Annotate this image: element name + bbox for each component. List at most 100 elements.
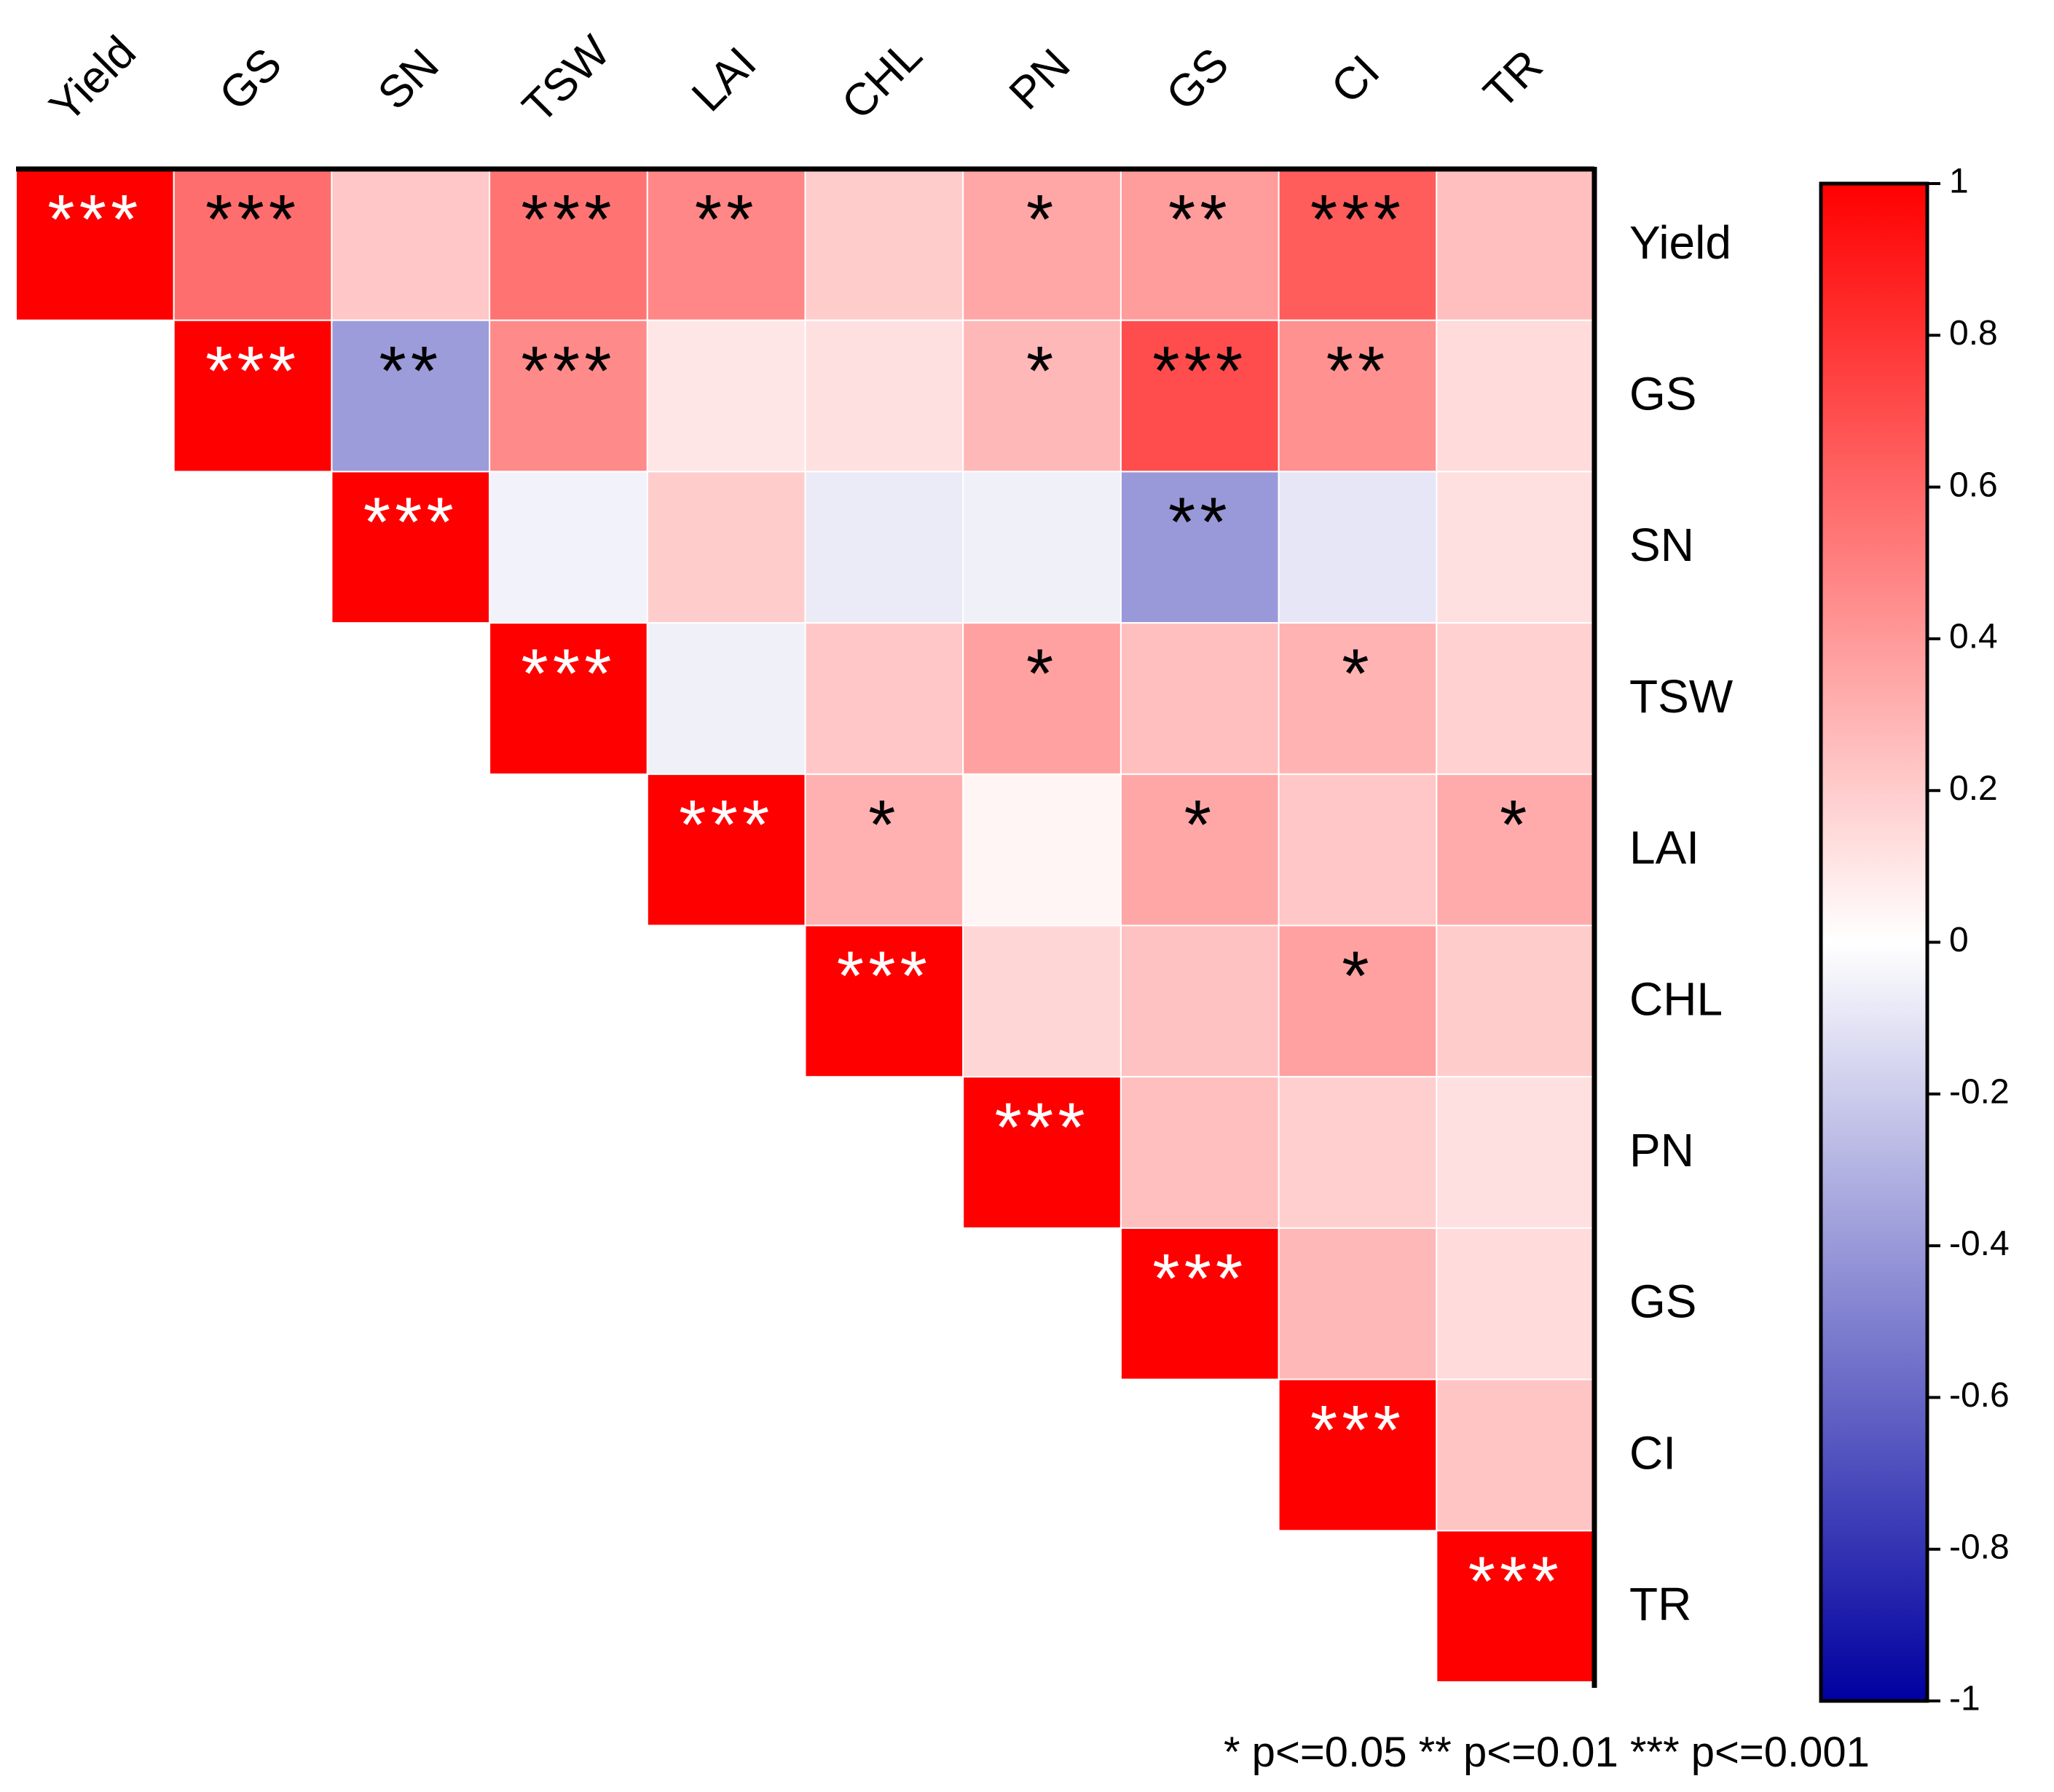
heatmap-cell-3-4 bbox=[646, 622, 806, 775]
heatmap-cell-1-4 bbox=[646, 319, 806, 473]
column-labels: Yield GS SN TSW LAI CHL PN GS CI TR bbox=[40, 26, 1552, 133]
heatmap-cell-7-7 bbox=[1120, 1227, 1280, 1380]
significance-marker-0-6: * bbox=[1026, 181, 1058, 259]
significance-marker-1-7: *** bbox=[1152, 332, 1247, 410]
heatmap-cell-4-5 bbox=[804, 773, 964, 927]
heatmap-cell-6-9 bbox=[1436, 1076, 1596, 1229]
row-label-8: CI bbox=[1629, 1426, 1676, 1479]
significance-marker-0-0: *** bbox=[47, 181, 142, 259]
heatmap-cell-0-3 bbox=[489, 168, 648, 321]
heatmap-cell-9-9 bbox=[1436, 1530, 1596, 1683]
heatmap-cell-5-5 bbox=[804, 924, 964, 1078]
heatmap-cell-0-4 bbox=[646, 168, 806, 321]
heatmap-cell-2-4 bbox=[646, 471, 806, 624]
colorbar-tick-label-4: 0.2 bbox=[1949, 769, 1998, 808]
heatmap-cell-5-6 bbox=[962, 924, 1122, 1078]
heatmap-cell-2-5 bbox=[804, 471, 964, 624]
column-label-9: TR bbox=[1474, 40, 1552, 118]
heatmap-cell-2-7 bbox=[1120, 471, 1280, 624]
heatmap-cell-5-7 bbox=[1120, 924, 1280, 1078]
heatmap-cell-0-1 bbox=[173, 168, 333, 321]
heatmap-cell-4-6 bbox=[962, 773, 1122, 927]
colorbar-tick-label-5: 0 bbox=[1949, 921, 1969, 959]
heatmap-cell-4-4 bbox=[646, 773, 806, 927]
colorbar-tick-label-8: -0.6 bbox=[1949, 1376, 2010, 1415]
colorbar-tick-label-10: -1 bbox=[1949, 1680, 1980, 1718]
significance-marker-7-7: *** bbox=[1152, 1240, 1247, 1318]
heatmap-cell-0-0 bbox=[15, 168, 175, 321]
heatmap-cell-3-5 bbox=[804, 622, 964, 775]
significance-marker-0-7: ** bbox=[1168, 181, 1232, 259]
colorbar-tick-label-2: 0.6 bbox=[1949, 465, 1998, 504]
significance-marker-6-6: *** bbox=[995, 1088, 1090, 1166]
heatmap-cell-8-9 bbox=[1436, 1378, 1596, 1532]
heatmap-cell-4-8 bbox=[1278, 773, 1438, 927]
significance-marker-2-7: ** bbox=[1168, 484, 1232, 562]
heatmap-axes bbox=[16, 166, 1597, 1688]
column-label-3: TSW bbox=[513, 26, 620, 133]
colorbar-tick-label-9: -0.8 bbox=[1949, 1528, 2010, 1566]
heatmap-cell-2-6 bbox=[962, 471, 1122, 624]
heatmap-cell-1-2 bbox=[331, 319, 491, 473]
significance-marker-4-9: * bbox=[1500, 786, 1531, 864]
heatmap-cell-0-2 bbox=[331, 168, 491, 321]
row-label-9: TR bbox=[1629, 1578, 1691, 1630]
heatmap-cell-1-5 bbox=[804, 319, 964, 473]
heatmap-cell-3-7 bbox=[1120, 622, 1280, 775]
heatmap-cell-3-6 bbox=[962, 622, 1122, 775]
heatmap-cell-2-3 bbox=[489, 471, 648, 624]
significance-legend: * p<=0.05 ** p<=0.01 *** p<=0.001 bbox=[1224, 1729, 1870, 1776]
colorbar-tick-label-7: -0.4 bbox=[1949, 1225, 2010, 1263]
significance-marker-0-4: ** bbox=[695, 181, 758, 259]
heatmap-cell-6-8 bbox=[1278, 1076, 1438, 1229]
heatmap-cell-7-9 bbox=[1436, 1227, 1596, 1380]
significance-marker-1-1: *** bbox=[205, 332, 300, 410]
row-label-4: LAI bbox=[1629, 822, 1699, 874]
colorbar-tick-label-3: 0.4 bbox=[1949, 618, 1998, 656]
significance-marker-1-3: *** bbox=[521, 332, 615, 410]
colorbar: 1 0.8 0.6 0.4 0.2 0 -0.2 -0.4 -0.6 -0.8 -1 bbox=[1819, 162, 2010, 1718]
significance-marker-5-8: * bbox=[1342, 938, 1373, 1015]
heatmap-cell-3-3 bbox=[489, 622, 648, 775]
row-label-1: GS bbox=[1629, 367, 1696, 420]
colorbar-tick-label-6: -0.2 bbox=[1949, 1072, 2010, 1111]
significance-marker-9-9: *** bbox=[1468, 1543, 1563, 1621]
heatmap-cell-2-2 bbox=[331, 471, 491, 624]
significance-marker-8-8: *** bbox=[1310, 1391, 1405, 1469]
significance-marker-3-6: * bbox=[1026, 634, 1058, 712]
significance-markers: *** *** *** ** * ** ****** ** *** * *** ***** ***** *… bbox=[47, 181, 1563, 1621]
heatmap-cell-1-6 bbox=[962, 319, 1122, 473]
significance-marker-4-5: * bbox=[868, 786, 900, 864]
row-labels: Yield GS SN TSW LAI CHL PN GS CI TR bbox=[1629, 216, 1734, 1630]
heatmap-cell-2-8 bbox=[1278, 471, 1438, 624]
heatmap-cell-8-8 bbox=[1278, 1378, 1438, 1532]
heatmap-cell-7-8 bbox=[1278, 1227, 1438, 1380]
significance-marker-4-4: *** bbox=[679, 786, 774, 864]
significance-marker-1-2: ** bbox=[379, 332, 442, 410]
heatmap-cell-0-5 bbox=[804, 168, 964, 321]
heatmap-cell-0-7 bbox=[1120, 168, 1280, 321]
heatmap-cell-0-9 bbox=[1436, 168, 1596, 321]
significance-marker-4-7: * bbox=[1184, 786, 1216, 864]
column-label-7: GS bbox=[1157, 39, 1238, 120]
significance-marker-5-5: *** bbox=[837, 938, 932, 1015]
significance-marker-0-8: *** bbox=[1310, 181, 1405, 259]
row-label-3: TSW bbox=[1629, 670, 1734, 723]
heatmap-cell-1-9 bbox=[1436, 319, 1596, 473]
column-label-0: Yield bbox=[40, 27, 146, 133]
heatmap-cells bbox=[15, 168, 1596, 1683]
column-label-2: SN bbox=[369, 39, 449, 119]
significance-marker-0-3: *** bbox=[521, 181, 615, 259]
heatmap-cell-1-7 bbox=[1120, 319, 1280, 473]
heatmap-cell-5-9 bbox=[1436, 924, 1596, 1078]
row-label-6: PN bbox=[1629, 1124, 1694, 1176]
heatmap-cell-6-6 bbox=[962, 1076, 1122, 1229]
heatmap-cell-2-9 bbox=[1436, 471, 1596, 624]
heatmap-cell-4-7 bbox=[1120, 773, 1280, 927]
heatmap-cell-4-9 bbox=[1436, 773, 1596, 927]
column-label-8: CI bbox=[1322, 46, 1390, 114]
column-label-6: PN bbox=[1000, 39, 1080, 119]
significance-marker-1-6: * bbox=[1026, 332, 1058, 410]
